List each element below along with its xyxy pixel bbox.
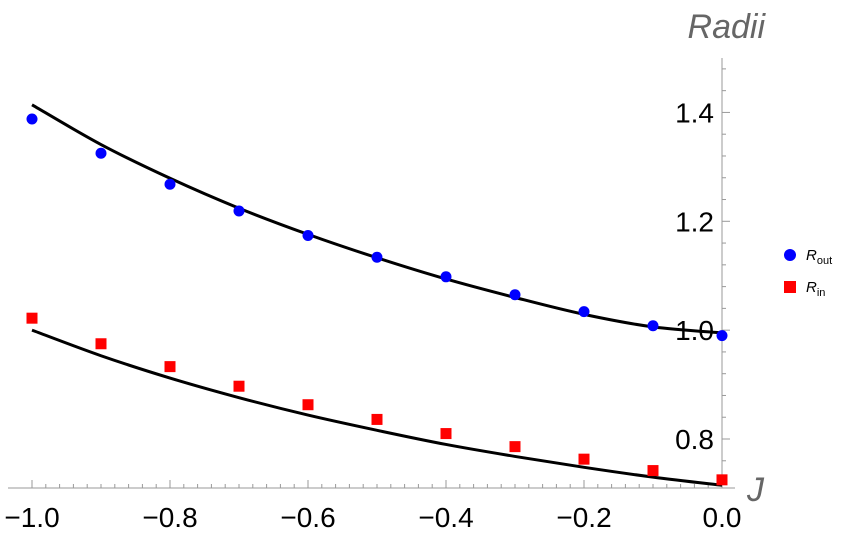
- fit-curve-2: [31, 328, 723, 487]
- x-tick-label: 0.0: [703, 502, 742, 533]
- point-out: [371, 251, 383, 263]
- point-in: [95, 338, 107, 350]
- point-out: [440, 271, 452, 283]
- point-out: [164, 178, 176, 190]
- data-points: [26, 113, 728, 486]
- x-tick-label: −0.2: [556, 502, 611, 533]
- fit-curve-1: [31, 103, 723, 335]
- y-tick-label: 1.4: [675, 97, 714, 128]
- y-tick-label: 1.2: [675, 206, 714, 237]
- point-out: [647, 320, 659, 332]
- point-in: [26, 312, 38, 324]
- x-tick-label: −1.0: [4, 502, 59, 533]
- point-in: [233, 380, 245, 392]
- legend-label-out: Rout: [806, 247, 832, 267]
- legend: Rout Rin: [784, 247, 832, 299]
- point-in: [647, 465, 659, 477]
- point-in: [509, 441, 521, 453]
- legend-marker-in: [784, 281, 796, 293]
- point-in: [302, 399, 314, 411]
- point-out: [716, 330, 728, 342]
- point-in: [164, 361, 176, 373]
- x-tick-label: −0.6: [280, 502, 335, 533]
- legend-marker-out: [784, 249, 796, 261]
- point-in: [716, 474, 728, 486]
- x-tick-label: −0.8: [142, 502, 197, 533]
- point-out: [509, 289, 521, 301]
- point-out: [26, 113, 38, 125]
- point-in: [371, 413, 383, 425]
- point-out: [95, 147, 107, 159]
- point-in: [578, 453, 590, 465]
- legend-label-in: Rin: [806, 279, 825, 299]
- y-axis-title: Radii: [688, 8, 767, 46]
- axes: −1.0 −0.8 −0.6 −0.4 −0.2 0.00.81.01.21.4: [4, 58, 741, 533]
- y-tick-label: 0.8: [675, 424, 714, 455]
- x-tick-label: −0.4: [418, 502, 473, 533]
- point-in: [440, 428, 452, 440]
- point-out: [302, 229, 314, 241]
- fit-curves: [31, 103, 723, 487]
- point-out: [578, 306, 590, 318]
- point-out: [233, 205, 245, 217]
- x-axis-title: J: [746, 471, 765, 509]
